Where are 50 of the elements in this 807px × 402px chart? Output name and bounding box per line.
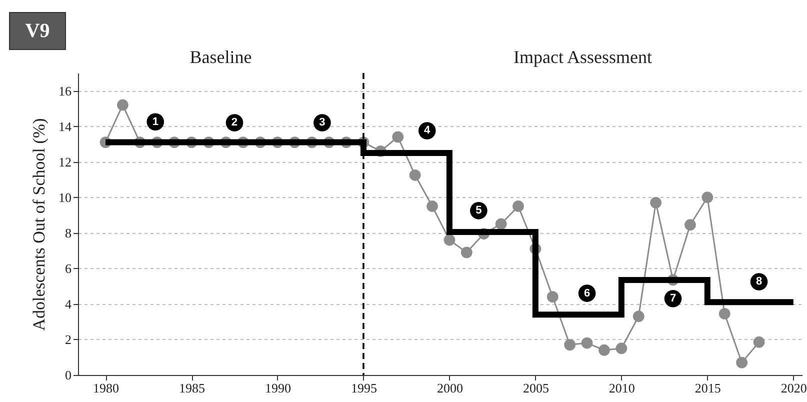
point [495, 218, 507, 230]
x-tick-label: 2020 [780, 380, 807, 396]
y-tick-label: 6 [65, 260, 72, 276]
annotation: 6 [584, 287, 590, 300]
annotation: 1 [152, 116, 158, 128]
annotation: 5 [476, 204, 482, 217]
chart-title: V9 [9, 12, 66, 50]
point [718, 308, 730, 320]
x-tick-label: 2015 [694, 380, 721, 396]
x-tick-label: 2000 [436, 380, 463, 396]
annotation: 4 [424, 124, 432, 137]
y-tick-label: 0 [65, 368, 72, 382]
point [460, 246, 472, 258]
text: Impact Assessment [513, 47, 652, 67]
point [409, 169, 421, 181]
point [564, 339, 576, 350]
annotation: 7 [670, 292, 676, 305]
point [684, 219, 696, 231]
point [598, 344, 610, 356]
y-tick-label: 12 [58, 154, 72, 170]
x-tick-label: 1980 [93, 380, 120, 396]
y-tick-label: 2 [65, 332, 72, 347]
x-tick-label: 2010 [608, 380, 635, 396]
annotation: 3 [319, 116, 326, 129]
point [546, 291, 558, 303]
point [702, 192, 714, 204]
point [650, 196, 662, 208]
y-tick-label: 16 [58, 83, 72, 98]
annotation: 8 [756, 276, 762, 288]
x-tick-label: 2005 [522, 380, 549, 396]
y-tick-label: 14 [58, 118, 72, 134]
y-tick-label: 8 [65, 225, 72, 240]
point [616, 342, 628, 354]
x-tick-label: 1995 [350, 380, 377, 396]
point [632, 310, 644, 322]
point [512, 200, 524, 212]
point [736, 356, 748, 368]
y-tick-label: 4 [65, 296, 72, 312]
point [753, 336, 765, 348]
annotation: 2 [231, 116, 238, 129]
y-axis-title: Adolescents Out of School (%) [30, 118, 48, 331]
point [444, 234, 456, 246]
y-tick-label: 10 [58, 190, 72, 205]
x-tick-label: 1985 [179, 380, 205, 396]
point [392, 131, 404, 143]
point [426, 200, 438, 212]
x-tick-label: 1990 [264, 380, 291, 396]
point [581, 337, 593, 349]
text: Baseline [190, 47, 252, 67]
point [117, 99, 128, 111]
